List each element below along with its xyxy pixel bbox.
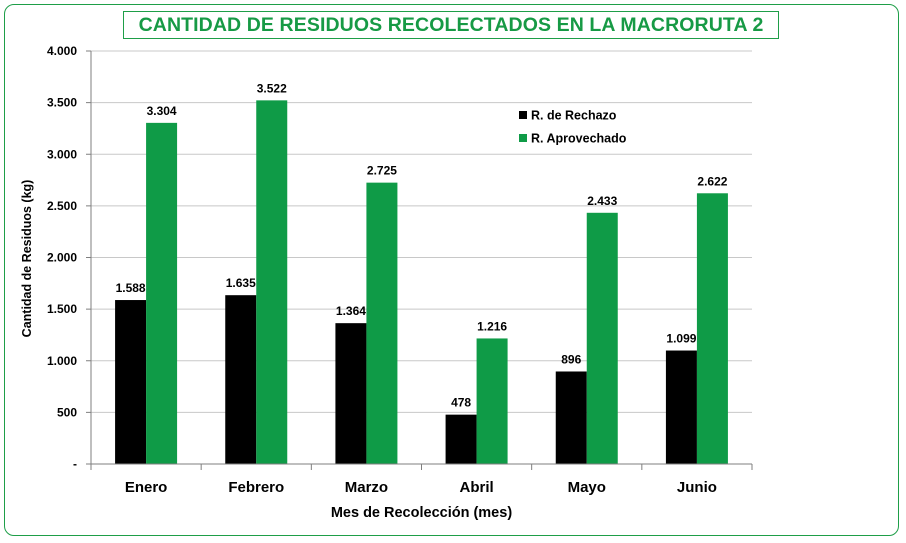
y-tick-label: 2.500 [47, 199, 77, 213]
bar-rechazo [335, 323, 367, 464]
data-label: 2.622 [697, 174, 727, 188]
y-tick-label: 2.000 [47, 251, 77, 265]
labels: - 500 1.000 1.500 2.000 2.500 3.000 3.500 4.000 1… [47, 44, 728, 496]
y-tick-label: 500 [57, 405, 77, 419]
bars [115, 100, 728, 465]
data-label: 1.099 [666, 332, 696, 346]
bar-aprovechado [146, 122, 178, 464]
data-label: 1.588 [116, 281, 146, 295]
data-label: 478 [451, 396, 471, 410]
data-label: 3.522 [257, 81, 287, 95]
data-label: 2.725 [367, 164, 397, 178]
legend-swatch-aprovechado [519, 134, 527, 142]
data-label: 1.216 [477, 319, 507, 333]
bar-rechazo [225, 295, 257, 464]
data-label: 1.364 [336, 304, 366, 318]
legend-label-rechazo: R. de Rechazo [531, 109, 617, 123]
x-tick-label: Mayo [568, 479, 606, 496]
gridlines [86, 50, 753, 470]
legend-label-aprovechado: R. Aprovechado [531, 132, 627, 146]
x-tick-label: Marzo [345, 479, 388, 496]
data-label: 896 [561, 352, 581, 366]
bar-aprovechado [476, 338, 508, 464]
data-label: 1.635 [226, 276, 256, 290]
data-label: 2.433 [587, 194, 617, 208]
data-label: 3.304 [147, 104, 177, 118]
legend: R. de Rechazo R. Aprovechado [519, 109, 627, 146]
bar-rechazo [665, 350, 697, 464]
x-tick-label: Abril [459, 479, 493, 496]
x-tick-label: Junio [677, 479, 717, 496]
bar-rechazo [445, 414, 477, 464]
bar-aprovechado [256, 100, 288, 464]
bar-rechazo [555, 371, 587, 464]
y-tick-label: 4.000 [47, 44, 77, 58]
y-axis-title: Cantidad de Residuos (kg) [20, 180, 34, 338]
y-tick-label: - [73, 457, 77, 471]
bar-rechazo [115, 300, 147, 464]
y-tick-label: 1.000 [47, 354, 77, 368]
bar-aprovechado [586, 212, 618, 464]
x-tick-label: Enero [125, 479, 168, 496]
x-axis-title: Mes de Recolección (mes) [331, 505, 512, 521]
bar-aprovechado [366, 182, 398, 465]
bar-aprovechado [696, 193, 728, 464]
legend-swatch-rechazo [519, 111, 527, 119]
axes [90, 51, 752, 465]
y-tick-label: 1.500 [47, 302, 77, 316]
y-tick-label: 3.500 [47, 96, 77, 110]
y-tick-label: 3.000 [47, 147, 77, 161]
x-tick-label: Febrero [228, 479, 284, 496]
chart-title: CANTIDAD DE RESIDUOS RECOLECTADOS EN LA … [123, 11, 779, 39]
